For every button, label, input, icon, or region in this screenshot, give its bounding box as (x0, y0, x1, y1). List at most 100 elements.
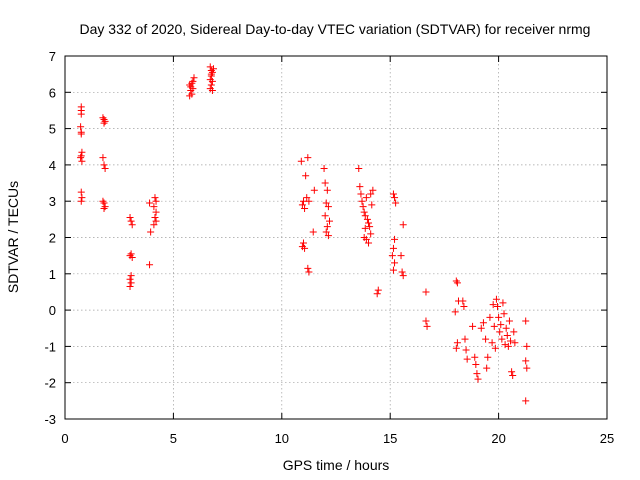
data-point (128, 221, 136, 229)
data-point (126, 275, 134, 283)
y-axis-label: SDTVAR / TECUs (5, 181, 21, 293)
data-point (77, 130, 85, 138)
data-point (501, 341, 509, 349)
y-tick-label: 4 (49, 158, 56, 173)
data-point (363, 215, 371, 223)
data-point (422, 317, 430, 325)
y-tick-label: 3 (49, 194, 56, 209)
x-tick-label: 25 (600, 431, 614, 446)
data-point (399, 272, 407, 280)
data-point (151, 194, 159, 202)
data-point (325, 217, 333, 225)
data-point (127, 272, 135, 280)
y-tick-label: -3 (44, 412, 56, 427)
data-point (303, 194, 311, 202)
data-point (77, 154, 85, 162)
data-point (101, 203, 109, 211)
data-point (505, 317, 513, 325)
y-tick-label: 5 (49, 122, 56, 137)
data-point (147, 228, 155, 236)
data-point (398, 268, 406, 276)
x-tick-label: 0 (61, 431, 68, 446)
data-point (367, 190, 375, 198)
data-point (388, 252, 396, 260)
data-point (298, 201, 306, 209)
data-point (301, 204, 309, 212)
data-point (483, 364, 491, 372)
axis-ticks: 0 5 10 15 20 25 -3 -2 -1 0 1 2 3 4 5 6 7 (44, 49, 614, 446)
data-point (305, 197, 313, 205)
data-point (322, 228, 330, 236)
data-point (127, 217, 135, 225)
data-point (208, 68, 216, 76)
data-point (189, 77, 197, 85)
data-point (391, 235, 399, 243)
data-point (77, 188, 85, 196)
data-point (309, 228, 317, 236)
x-tick-label: 10 (275, 431, 289, 446)
data-point (511, 339, 519, 347)
data-point (373, 290, 381, 298)
data-point (152, 208, 160, 216)
x-tick-label: 20 (491, 431, 505, 446)
data-point (461, 335, 469, 343)
data-point (305, 268, 313, 276)
x-axis-label: GPS time / hours (283, 457, 390, 473)
data-point (208, 86, 216, 94)
data-point (358, 197, 366, 205)
y-tick-label: -2 (44, 376, 56, 391)
y-tick-label: 1 (49, 267, 56, 282)
data-point (207, 70, 215, 78)
data-point (472, 361, 480, 369)
data-point (77, 152, 85, 160)
data-point (453, 339, 461, 347)
data-point (451, 308, 459, 316)
data-point (477, 324, 485, 332)
data-point (369, 186, 377, 194)
data-point (321, 179, 329, 187)
data-point (397, 252, 405, 260)
data-point (500, 310, 508, 318)
data-point (297, 157, 305, 165)
data-point (99, 197, 107, 205)
data-point (494, 302, 502, 310)
data-point (502, 324, 510, 332)
data-point (304, 264, 312, 272)
x-tick-label: 5 (170, 431, 177, 446)
y-tick-label: 2 (49, 231, 56, 246)
data-point (78, 157, 86, 165)
data-point (151, 214, 159, 222)
data-point (509, 371, 517, 379)
data-point (460, 302, 468, 310)
grid-lines (65, 56, 607, 419)
data-point (495, 313, 503, 321)
data-point (299, 239, 307, 247)
data-points (77, 63, 531, 405)
data-point (522, 317, 530, 325)
data-point (78, 194, 86, 202)
data-point (391, 259, 399, 267)
y-tick-label: -1 (44, 339, 56, 354)
data-point (499, 299, 507, 307)
data-point (355, 165, 363, 173)
data-point (152, 217, 160, 225)
data-point (365, 219, 373, 227)
data-point (399, 221, 407, 229)
data-point (498, 335, 506, 343)
data-point (146, 261, 154, 269)
data-point (469, 322, 477, 330)
data-point (320, 165, 328, 173)
data-point (100, 161, 108, 169)
data-point (186, 92, 194, 100)
data-point (503, 332, 511, 340)
chart-title: Day 332 of 2020, Sidereal Day-to-day VTE… (80, 21, 591, 37)
data-point (422, 288, 430, 296)
plot-frame (64, 55, 608, 420)
data-point (301, 244, 309, 252)
data-point (206, 63, 214, 71)
data-point (99, 114, 107, 122)
data-point (492, 295, 500, 303)
data-point (490, 322, 498, 330)
data-point (522, 397, 530, 405)
